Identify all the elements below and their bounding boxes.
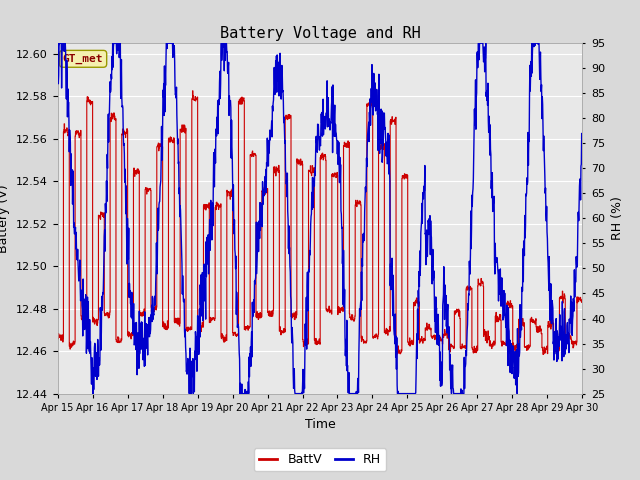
X-axis label: Time: Time [305,418,335,431]
Text: GT_met: GT_met [63,54,103,64]
Title: Battery Voltage and RH: Battery Voltage and RH [220,25,420,41]
Y-axis label: RH (%): RH (%) [611,196,624,240]
Legend: BattV, RH: BattV, RH [253,448,387,471]
Y-axis label: Battery (V): Battery (V) [0,184,10,252]
